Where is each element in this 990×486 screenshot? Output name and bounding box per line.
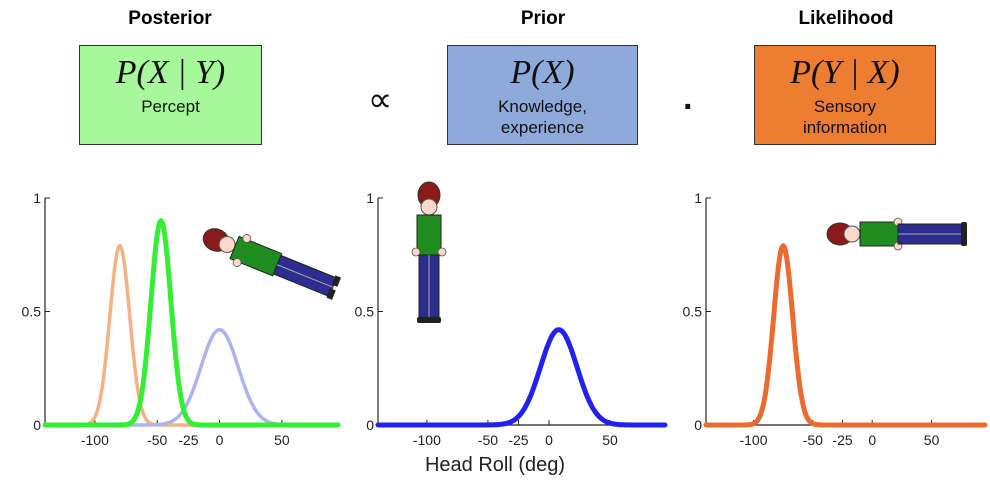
prior-box: P(X) Knowledge, experience [447, 45, 638, 145]
prior-curve-0 [375, 327, 668, 428]
y-tick-label: 0.5 [355, 304, 375, 320]
y-tick-label: 0.5 [22, 304, 42, 320]
horizontal-person-figure [826, 217, 967, 251]
x-tick-label: 0 [868, 432, 876, 448]
posterior-formula: P(X | Y) [115, 54, 226, 91]
likelihood-formula: P(Y | X) [790, 54, 900, 91]
likelihood-caption: Sensory information [802, 97, 888, 137]
y-tick-label: 0 [33, 417, 41, 433]
x-tick-label: -25 [832, 432, 852, 448]
y-tick-label: 1 [694, 190, 702, 206]
prior-title: Prior [520, 8, 566, 29]
likelihood-curve-0 [703, 243, 988, 428]
x-tick-label: -100 [413, 432, 441, 448]
posterior-box: P(X | Y) Percept [79, 45, 262, 145]
x-tick-label: -50 [803, 432, 823, 448]
prior-plot: 0 0.5 1 -100 -50 -25 0 50 [355, 190, 668, 448]
x-tick-label: -100 [81, 432, 109, 448]
likelihood-box: P(Y | X) Sensory information [754, 45, 936, 145]
posterior-curve-2 [42, 218, 341, 428]
likelihood-plot: 0 0.5 1 -100 -50 -25 0 50 [683, 190, 988, 448]
posterior-curve-1 [43, 327, 340, 427]
y-tick-label: 1 [366, 190, 374, 206]
x-tick-label: 0 [545, 432, 553, 448]
x-tick-label: 0 [216, 432, 224, 448]
tilted-person-figure [202, 228, 342, 300]
posterior-caption: Percept [141, 97, 200, 116]
y-tick-label: 1 [33, 190, 41, 206]
posterior-plot: 0 0.5 1 -100 -50 -25 0 50 [22, 190, 341, 448]
posterior-title: Posterior [128, 8, 212, 29]
proportional-symbol: ∝ [368, 80, 393, 120]
y-tick-label: 0 [366, 417, 374, 433]
y-tick-label: 0.5 [683, 304, 703, 320]
x-tick-label: -25 [508, 432, 528, 448]
multiply-dot: · [683, 88, 695, 126]
likelihood-title: Likelihood [798, 8, 894, 29]
upright-person-figure [411, 181, 447, 323]
prior-formula: P(X) [510, 54, 575, 91]
prior-caption: Knowledge, experience [498, 97, 587, 137]
x-tick-label: -50 [147, 432, 167, 448]
x-tick-label: -100 [739, 432, 767, 448]
x-axis-label: Head Roll (deg) [424, 454, 566, 476]
x-tick-label: 50 [602, 432, 618, 448]
x-tick-label: 50 [274, 432, 290, 448]
x-tick-label: -50 [478, 432, 498, 448]
y-tick-label: 0 [694, 417, 702, 433]
x-tick-label: -25 [178, 432, 198, 448]
x-tick-label: 50 [924, 432, 940, 448]
